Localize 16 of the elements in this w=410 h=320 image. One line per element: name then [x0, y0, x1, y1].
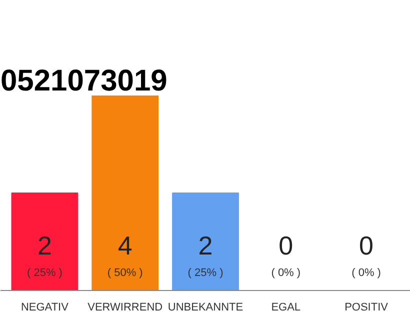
annotation: ( 0% )	[271, 266, 301, 279]
data-label: 0	[359, 230, 374, 261]
data-label: 2	[198, 230, 213, 261]
annotation: ( 25% )	[188, 266, 224, 279]
x-tick-label: NEGATIV	[20, 302, 70, 314]
x-tick-label: EGAL	[271, 302, 301, 314]
annotation: ( 50% )	[107, 266, 143, 279]
x-tick-label: POSITIV	[344, 302, 389, 314]
annotation: ( 0% )	[352, 266, 381, 279]
data-label: 0	[278, 230, 294, 261]
data-label: 4	[118, 230, 132, 261]
chart-title: 0521073019	[0, 64, 168, 98]
annotation: ( 25% )	[26, 266, 62, 279]
x-tick-label: VERWIRREND	[88, 302, 163, 314]
x-tick-label: UNBEKANNTE	[168, 302, 244, 314]
data-label: 2	[37, 230, 52, 261]
